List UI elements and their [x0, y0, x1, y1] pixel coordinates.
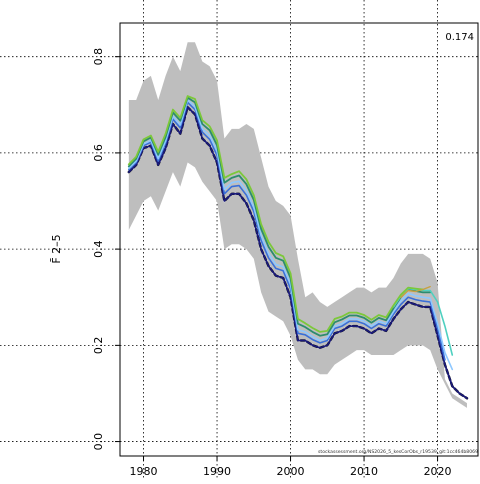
y-tick-label: 0.2 [92, 337, 105, 355]
series-layer [127, 95, 469, 400]
corner-value-label: 0.174 [445, 32, 474, 43]
y-tick-label: 0.0 [92, 433, 105, 451]
series-line-2 [127, 106, 468, 400]
x-tick-label: 1980 [130, 465, 158, 478]
footnote-label: stockassessment.org/NS2026_5_kesCorObs_r… [318, 449, 478, 455]
series-line-5 [127, 96, 432, 337]
x-tick-label: 2020 [424, 465, 452, 478]
x-tick-label: 1990 [203, 465, 231, 478]
y-tick-label: 0.4 [92, 240, 105, 258]
series-line-6 [392, 287, 454, 356]
x-tick-label: 2010 [350, 465, 378, 478]
series-line-7 [127, 95, 424, 333]
y-axis: 0.0 0.2 0.4 0.6 0.8 [92, 48, 120, 450]
series-line-8 [400, 285, 431, 298]
y-tick-label: 0.8 [92, 48, 105, 66]
y-axis-label: F̄ 2–5 [50, 234, 63, 263]
x-axis: 1980 1990 2000 2010 2020 [130, 456, 452, 478]
series-line-4 [128, 99, 454, 371]
plot-frame [119, 22, 479, 457]
y-tick-label: 0.6 [92, 144, 105, 162]
x-tick-label: 2000 [277, 465, 305, 478]
